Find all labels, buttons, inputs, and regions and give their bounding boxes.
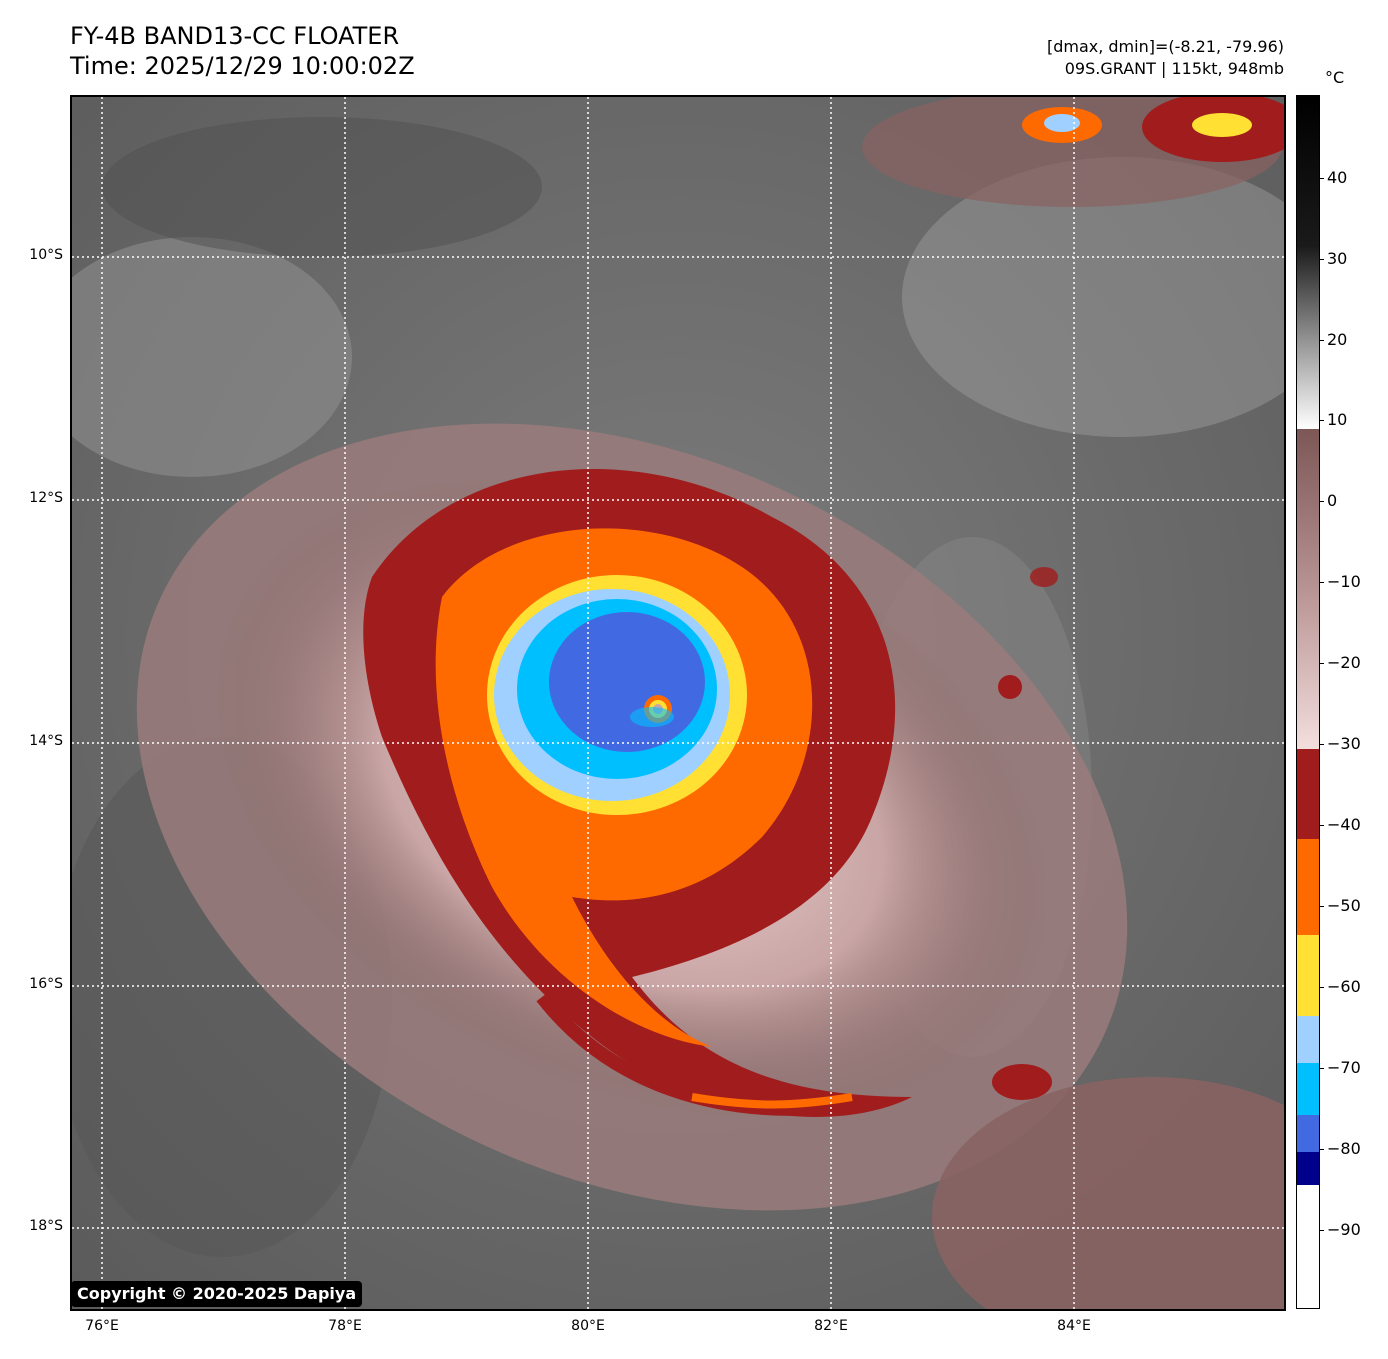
colorbar-label-minus50: −50 (1327, 896, 1361, 915)
colorbar-lightblue-band (1297, 1016, 1319, 1063)
colorbar-label-0: 0 (1327, 491, 1338, 510)
colorbar-tick (1320, 744, 1324, 745)
colorbar-red-band (1297, 749, 1319, 839)
lon-label-84e: 84°E (1057, 1318, 1091, 1334)
colorbar-gray-band (1297, 96, 1319, 429)
outer-rainbands (536, 567, 1058, 1116)
colorbar-tick (1320, 1068, 1324, 1069)
colorbar-cyan-band (1297, 1063, 1319, 1115)
satellite-map (70, 95, 1286, 1311)
colorbar-tick (1320, 178, 1324, 179)
colorbar-tick (1320, 420, 1324, 421)
colorbar-label-minus30: −30 (1327, 734, 1361, 753)
lat-label-12s: 12°S (29, 490, 63, 506)
colorbar-label-30: 30 (1327, 249, 1348, 268)
colorbar-white-band (1297, 1185, 1319, 1308)
colorbar-tick (1320, 987, 1324, 988)
colorbar-tick (1320, 825, 1324, 826)
colorbar-tick (1320, 259, 1324, 260)
lat-label-18s: 18°S (29, 1218, 63, 1234)
lon-label-76e: 76°E (85, 1318, 119, 1334)
colorbar-label-minus80: −80 (1327, 1139, 1361, 1158)
colorbar-label-20: 20 (1327, 330, 1348, 349)
copyright-badge: Copyright © 2020-2025 Dapiya (71, 1281, 363, 1307)
colorbar-mauve-band (1297, 429, 1319, 749)
lat-label-14s: 14°S (29, 733, 63, 749)
storm-info: 09S.GRANT | 115kt, 948mb (1064, 59, 1284, 78)
graticule (72, 97, 1284, 1309)
colorbar-tick (1320, 1149, 1324, 1150)
timestamp: Time: 2025/12/29 10:00:02Z (70, 52, 415, 80)
colorbar-label-minus20: −20 (1327, 653, 1361, 672)
colorbar-tick (1320, 340, 1324, 341)
lon-label-78e: 78°E (328, 1318, 362, 1334)
colorbar-tick (1320, 501, 1324, 502)
temperature-range: [dmax, dmin]=(-8.21, -79.96) (1046, 37, 1284, 56)
lat-label-16s: 16°S (29, 976, 63, 992)
colorbar-tick (1320, 582, 1324, 583)
colorbar-label-minus10: −10 (1327, 572, 1361, 591)
lat-label-10s: 10°S (29, 247, 63, 263)
colorbar-tick (1320, 1230, 1324, 1231)
colorbar-label-minus70: −70 (1327, 1058, 1361, 1077)
chart-title: FY-4B BAND13-CC FLOATER (70, 22, 400, 50)
colorbar-label-40: 40 (1327, 168, 1348, 187)
colorbar-tick (1320, 663, 1324, 664)
colorbar-unit: °C (1325, 68, 1345, 87)
colorbar-label-minus60: −60 (1327, 977, 1361, 996)
colorbar-label-minus40: −40 (1327, 815, 1361, 834)
colorbar-navy-band (1297, 1152, 1319, 1185)
colorbar-blue-band (1297, 1115, 1319, 1152)
colorbar-label-10: 10 (1327, 410, 1348, 429)
storm-core (363, 469, 912, 1117)
colorbar-tick (1320, 906, 1324, 907)
lon-label-80e: 80°E (571, 1318, 605, 1334)
lon-label-82e: 82°E (814, 1318, 848, 1334)
colorbar (1296, 95, 1320, 1309)
colorbar-yellow-band (1297, 935, 1319, 1016)
colorbar-label-minus90: −90 (1327, 1220, 1361, 1239)
colorbar-orange-band (1297, 839, 1319, 935)
